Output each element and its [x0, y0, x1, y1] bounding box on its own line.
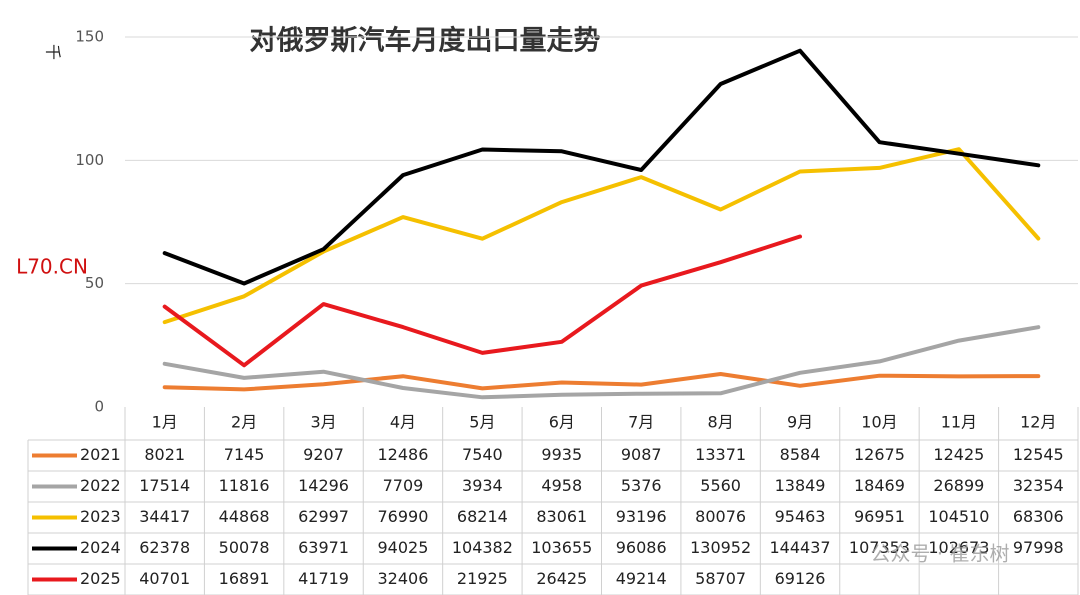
table-cell: 49214 — [616, 569, 667, 588]
legend-label: 2025 — [80, 569, 121, 588]
table-cell: 63971 — [298, 538, 349, 557]
x-tick-label: 12月 — [1020, 413, 1056, 432]
series-line — [162, 234, 802, 368]
legend-label: 2022 — [80, 476, 121, 495]
table-cell: 34417 — [139, 507, 190, 526]
x-tick-label: 11月 — [941, 413, 977, 432]
x-tick-label: 6月 — [549, 413, 575, 432]
table-cell: 32354 — [1013, 476, 1064, 495]
table-cell: 130952 — [690, 538, 751, 557]
table-cell: 9207 — [303, 445, 344, 464]
x-tick-label: 3月 — [310, 413, 336, 432]
table-cell: 104510 — [928, 507, 989, 526]
table-cell: 17514 — [139, 476, 190, 495]
table-cell: 32406 — [378, 569, 429, 588]
table-cell: 96086 — [616, 538, 667, 557]
table-cell: 7709 — [383, 476, 424, 495]
watermark: 公众号 · 崔东树 — [870, 542, 1009, 566]
legend-label: 2023 — [80, 507, 121, 526]
table-cell: 13371 — [695, 445, 746, 464]
table-cell: 41719 — [298, 569, 349, 588]
series-line — [162, 372, 1041, 392]
table-cell: 26425 — [536, 569, 587, 588]
table-cell: 26899 — [933, 476, 984, 495]
x-tick-label: 2月 — [231, 413, 257, 432]
table-cell: 11816 — [219, 476, 270, 495]
table-cell: 12675 — [854, 445, 905, 464]
table-cell: 95463 — [775, 507, 826, 526]
table-cell: 107353 — [849, 538, 910, 557]
legend-label: 2024 — [80, 538, 121, 557]
table-cell: 96951 — [854, 507, 905, 526]
table-cell: 58707 — [695, 569, 746, 588]
table-cell: 102673 — [928, 538, 989, 557]
table-cell: 44868 — [219, 507, 270, 526]
y-tick-label: 50 — [85, 274, 104, 292]
table-cell: 9935 — [541, 445, 582, 464]
legend-label: 2021 — [80, 445, 121, 464]
table-cell: 50078 — [219, 538, 270, 557]
table-cell: 80076 — [695, 507, 746, 526]
table-cell: 69126 — [775, 569, 826, 588]
series-line — [162, 147, 1041, 325]
table-cell: 8584 — [780, 445, 821, 464]
table-cell: 4958 — [541, 476, 582, 495]
table-cell: 5376 — [621, 476, 662, 495]
y-tick-label: 0 — [94, 398, 104, 416]
table-cell: 7540 — [462, 445, 503, 464]
table-cell: 12545 — [1013, 445, 1064, 464]
table-cell: 103655 — [531, 538, 592, 557]
table-cell: 68306 — [1013, 507, 1064, 526]
table-cell: 40701 — [139, 569, 190, 588]
table-cell: 16891 — [219, 569, 270, 588]
table-cell: 9087 — [621, 445, 662, 464]
table-cell: 62378 — [139, 538, 190, 557]
table-cell: 12425 — [933, 445, 984, 464]
x-tick-label: 8月 — [708, 413, 734, 432]
y-tick-label: 150 — [75, 28, 104, 46]
chart-title: 对俄罗斯汽车月度出口量走势 — [250, 25, 601, 57]
table-cell: 5560 — [700, 476, 741, 495]
table-cell: 21925 — [457, 569, 508, 588]
table-cell: 8021 — [144, 445, 185, 464]
source-text: L70.CN — [16, 255, 88, 279]
table-cell: 62997 — [298, 507, 349, 526]
table-cell: 12486 — [378, 445, 429, 464]
table-cell: 144437 — [770, 538, 831, 557]
series-line — [162, 325, 1041, 400]
series-line — [162, 48, 1041, 286]
table-cell: 97998 — [1013, 538, 1064, 557]
y-tick-label: 100 — [75, 151, 104, 169]
table-cell: 76990 — [378, 507, 429, 526]
x-tick-label: 5月 — [469, 413, 495, 432]
table-cell: 7145 — [224, 445, 265, 464]
table-cell: 3934 — [462, 476, 503, 495]
table-cell: 13849 — [775, 476, 826, 495]
y-axis-label: 千 — [44, 44, 63, 60]
table-cell: 93196 — [616, 507, 667, 526]
table-cell: 68214 — [457, 507, 508, 526]
table-cell: 14296 — [298, 476, 349, 495]
x-tick-label: 7月 — [628, 413, 654, 432]
x-tick-label: 10月 — [861, 413, 897, 432]
x-tick-label: 1月 — [152, 413, 178, 432]
x-tick-label: 4月 — [390, 413, 416, 432]
table-cell: 18469 — [854, 476, 905, 495]
table-cell: 94025 — [378, 538, 429, 557]
x-tick-label: 9月 — [787, 413, 813, 432]
table-cell: 104382 — [452, 538, 513, 557]
table-cell: 83061 — [536, 507, 587, 526]
